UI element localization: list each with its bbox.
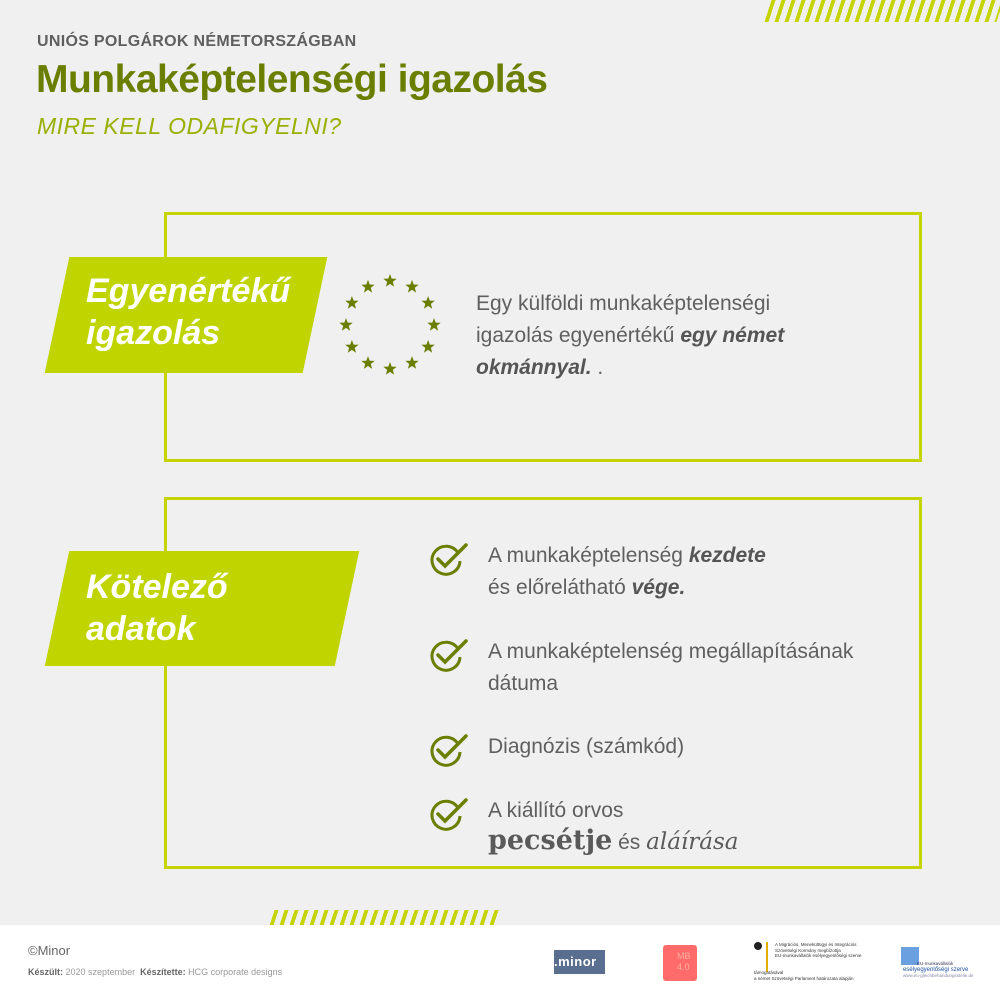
check-circle-icon — [430, 734, 468, 767]
star-icon — [361, 279, 375, 293]
text: www.eu-gleichbehandungsstelle.de — [903, 973, 974, 978]
text: . — [591, 356, 604, 379]
label-line: adatok — [86, 610, 196, 648]
star-icon — [405, 279, 419, 293]
equivalent-description: Egy külföldi munkaképtelenségi igazolás … — [476, 288, 836, 384]
label-line: igazolás — [86, 314, 221, 352]
text: Szövetségi Kormány megbízottja — [775, 947, 841, 953]
star-icon — [405, 356, 419, 369]
check-circle-icon — [430, 639, 468, 672]
label: Készült: — [28, 967, 64, 977]
value: HCG corporate designs — [188, 967, 283, 977]
page-subtitle: MIRE KELL ODAFIGYELNI? — [37, 113, 342, 139]
text: A Migrációs, Menekültügyi és Integrációs — [775, 942, 857, 947]
star-icon — [383, 362, 397, 375]
signature-text: aláírása — [646, 829, 739, 855]
list-item: A munkaképtelenség megállapításának dátu… — [430, 636, 908, 700]
copyright: ©Minor — [28, 943, 71, 958]
value: 2020 szeptember — [65, 967, 136, 977]
eu-equality-logo-icon — [901, 947, 919, 965]
ministry-logo: A Migrációs, Menekültügyi és Integrációs… — [754, 942, 862, 981]
text-bold: kezdete — [688, 544, 766, 567]
text: Egy külföldi munkaképtelenségi igazolás … — [476, 292, 771, 347]
text: a német Szövetségi Parlament határozata … — [754, 975, 854, 981]
text: EU-munkavállalók esélyegyenlőségi szerve — [775, 953, 862, 958]
minor-logo: .minor — [554, 950, 605, 974]
text: és — [612, 831, 647, 854]
star-icon — [421, 296, 435, 309]
stamp-text: pecsétje — [488, 825, 613, 856]
label-banner-2-text: Kötelező adatok — [86, 566, 228, 650]
text: Diagnózis (számkód) — [488, 735, 685, 758]
list-item: Diagnózis (számkód) — [430, 731, 684, 769]
star-icon — [383, 274, 397, 287]
text-bold: vége. — [631, 576, 686, 599]
text: A munkaképtelenség megállapításának dátu… — [488, 640, 854, 695]
label-line: Kötelező — [86, 568, 228, 606]
star-icon — [345, 340, 359, 353]
star-icon — [361, 356, 375, 369]
text: támogatásával — [754, 970, 784, 975]
required-data-box — [164, 497, 922, 869]
kicker: UNIÓS POLGÁROK NÉMETORSZÁGBAN — [37, 33, 357, 50]
text: A munkaképtelenség — [488, 544, 689, 567]
star-icon — [427, 318, 441, 331]
list-item: A kiállító orvos pecsétje és aláírása — [430, 795, 739, 859]
star-icon — [339, 318, 353, 331]
list-item: A munkaképtelenség kezdete és előreláthat… — [430, 540, 766, 604]
credits: Készült: 2020 szeptember Készítette: HCG… — [28, 967, 282, 977]
label-line: Egyenértékű — [86, 272, 291, 310]
mb40-logo: MB 4.0 — [663, 945, 697, 981]
label: Készítette: — [140, 967, 186, 977]
eu-equality-logo: EU-munkavállalók esélyegyenlőségi szerve… — [903, 961, 974, 979]
text: EU-munkavállalók — [917, 961, 954, 966]
decorative-stripes-top — [764, 0, 1000, 22]
text: és előrelátható — [488, 576, 632, 599]
footer: ©Minor Készült: 2020 szeptember Készítet… — [0, 925, 1000, 1000]
text: A kiállító orvos — [488, 799, 624, 822]
text-bold: egy német okmánnyal. — [476, 324, 785, 379]
star-icon — [345, 296, 359, 309]
star-icon — [421, 340, 435, 353]
eu-stars-icon — [339, 274, 441, 375]
check-circle-icon — [430, 543, 468, 576]
page-title: Munkaképtelenségi igazolás — [36, 58, 548, 101]
label-banner-1-text: Egyenértékű igazolás — [86, 270, 290, 354]
text: esélyegyenlőségi szerve — [903, 967, 969, 973]
check-circle-icon — [430, 798, 468, 831]
